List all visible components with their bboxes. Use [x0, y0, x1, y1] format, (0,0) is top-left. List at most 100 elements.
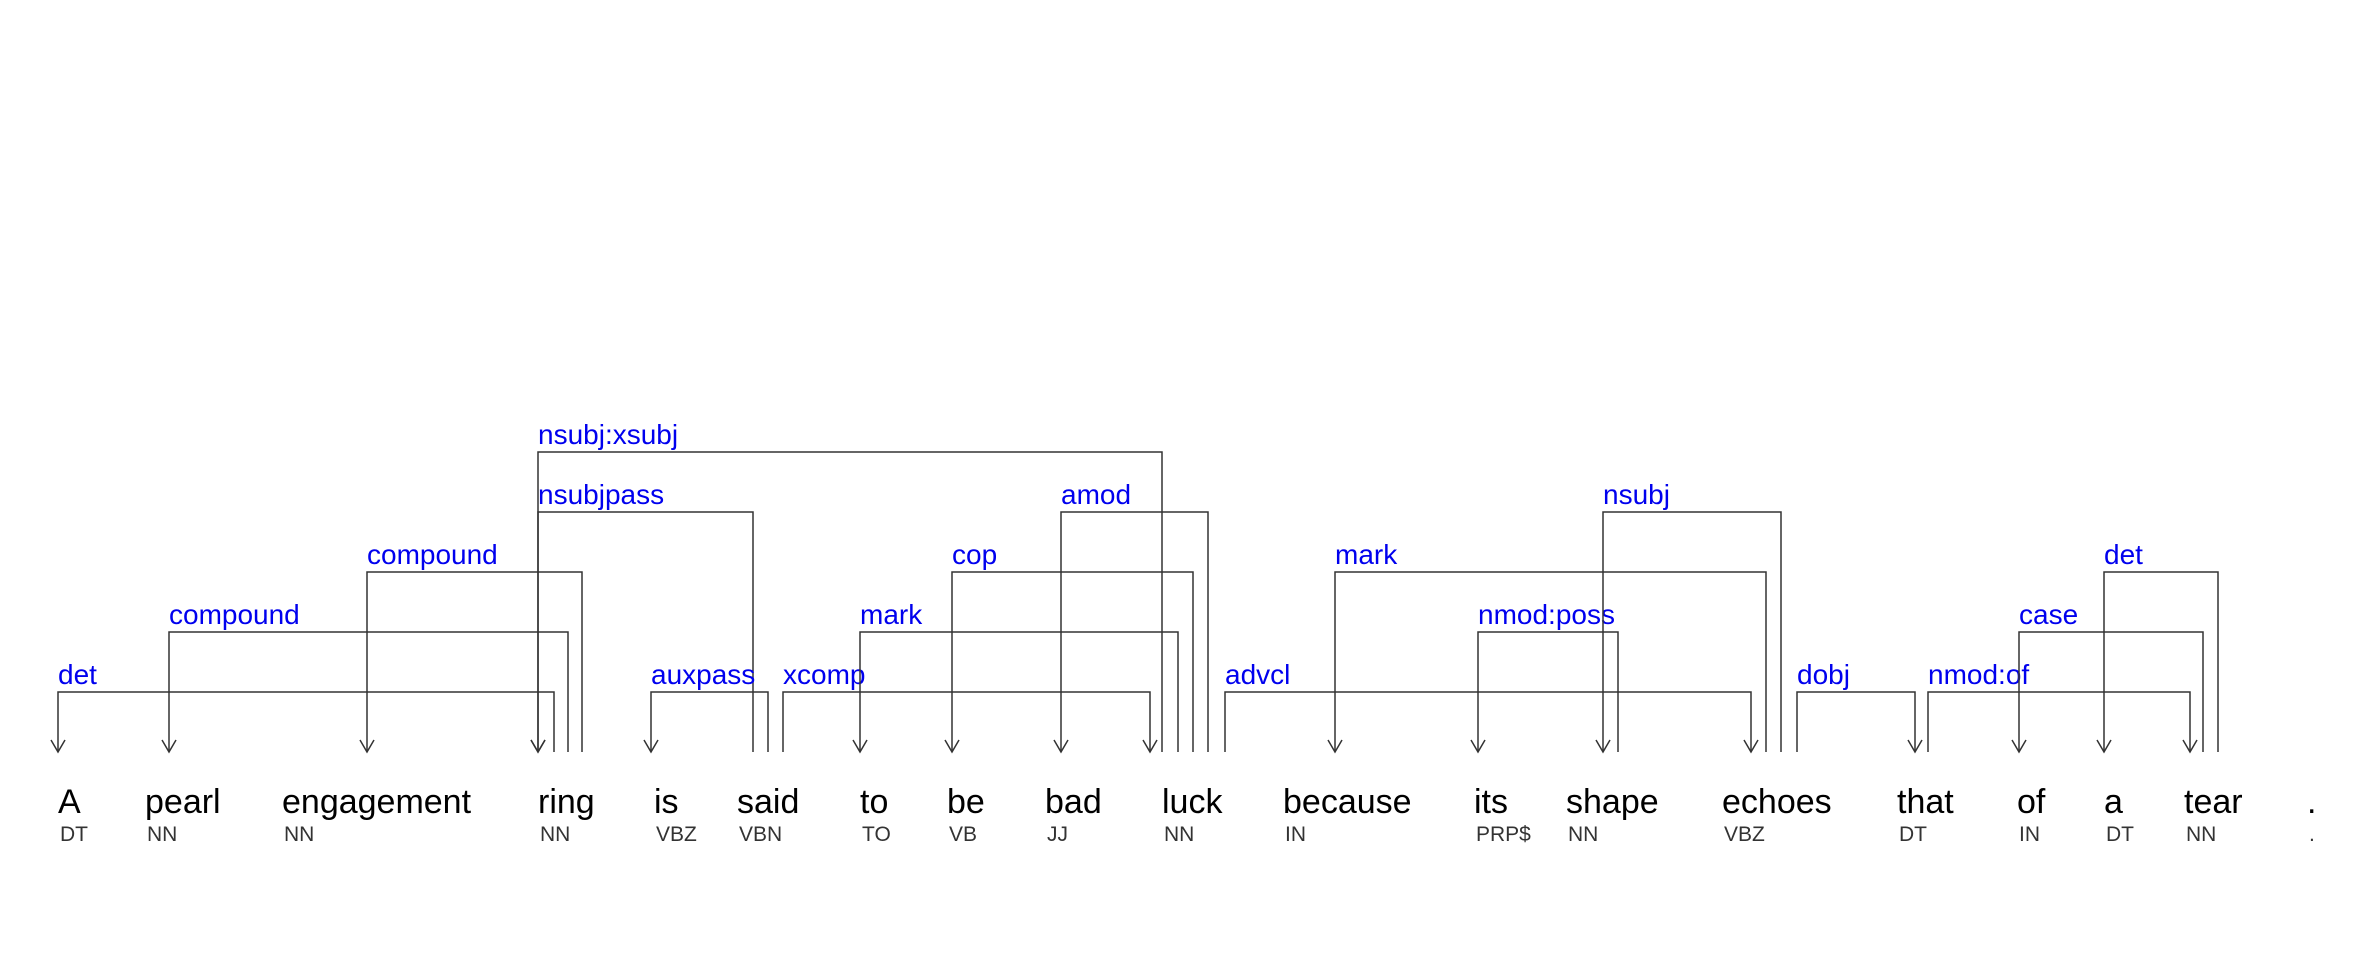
token-pos-tag: VBZ [656, 823, 697, 846]
arc-line [537, 511, 754, 752]
token-word: shape [1566, 783, 1659, 821]
tokens-layer: ADTpearlNNengagementNNringNNisVBZsaidVBN… [58, 783, 2316, 846]
arc-arrowhead [161, 739, 177, 754]
arc-xcomp: xcomp [782, 659, 1158, 754]
token-pos-tag: DT [2106, 823, 2134, 846]
arc-arrowhead [2011, 739, 2027, 754]
arc-label: auxpass [651, 659, 755, 690]
arc-nmod-of: nmod:of [1927, 659, 2198, 754]
arc-compound: compound [161, 599, 569, 754]
arc-arrowhead [1907, 739, 1923, 754]
token-pos-tag: . [2309, 823, 2315, 846]
arc-auxpass: auxpass [643, 659, 769, 754]
arc-label: amod [1061, 479, 1131, 510]
token-pos-tag: TO [862, 823, 891, 846]
token-pos-tag: NN [147, 823, 177, 846]
token-word: bad [1045, 783, 1102, 821]
arc-label: det [58, 659, 97, 690]
arc-label: nsubj [1603, 479, 1670, 510]
token-word: . [2307, 783, 2316, 821]
arc-line [859, 631, 1179, 752]
arc-nmod-poss: nmod:poss [1470, 599, 1619, 754]
arc-arrowhead [1142, 739, 1158, 754]
token-pos-tag: IN [1285, 823, 1306, 846]
token-pos-tag: NN [1164, 823, 1194, 846]
arc-label: mark [860, 599, 923, 630]
token-word: its [1474, 783, 1508, 821]
arc-label: compound [169, 599, 300, 630]
arc-nsubj-xsubj: nsubj:xsubj [530, 419, 1163, 754]
token-word: because [1283, 783, 1412, 821]
arc-cop: cop [944, 539, 1194, 754]
token-word: engagement [282, 783, 472, 821]
arc-arrowhead [1053, 739, 1069, 754]
token-pos-tag: JJ [1047, 823, 1068, 846]
arc-label: cop [952, 539, 997, 570]
arc-line [168, 631, 569, 752]
arc-label: xcomp [783, 659, 865, 690]
token-pos-tag: IN [2019, 823, 2040, 846]
arc-line [1477, 631, 1619, 752]
arc-line [366, 571, 583, 752]
token-word: tear [2184, 783, 2243, 821]
arc-label: compound [367, 539, 498, 570]
token-pos-tag: NN [2186, 823, 2216, 846]
arc-compound: compound [359, 539, 583, 754]
arc-amod: amod [1053, 479, 1209, 754]
arc-arrowhead [852, 739, 868, 754]
arc-nsubjpass: nsubjpass [530, 479, 754, 754]
token-pos-tag: DT [1899, 823, 1927, 846]
arc-arrowhead [1470, 739, 1486, 754]
arc-arrowhead [359, 739, 375, 754]
token-word: that [1897, 783, 1954, 821]
arc-label: nsubjpass [538, 479, 664, 510]
token-word: to [860, 783, 888, 821]
token-pos-tag: NN [540, 823, 570, 846]
arc-arrowhead [643, 739, 659, 754]
arc-arrowhead [530, 739, 546, 754]
arcs-layer: det compound compound nsubjpass nsubj:xsubj a… [50, 419, 2219, 754]
arc-line [1927, 691, 2191, 752]
arc-line [2018, 631, 2204, 752]
token-18: .. [2307, 783, 2316, 846]
arc-arrowhead [50, 739, 66, 754]
arc-label: nmod:of [1928, 659, 2029, 690]
arc-mark: mark [852, 599, 1179, 754]
arc-advcl: advcl [1224, 659, 1759, 754]
token-word: luck [1162, 783, 1223, 821]
arc-line [1796, 691, 1916, 752]
arc-line [650, 691, 769, 752]
token-word: ring [538, 783, 595, 821]
token-pos-tag: VBZ [1724, 823, 1765, 846]
arc-line [1060, 511, 1209, 752]
token-word: echoes [1722, 783, 1832, 821]
arc-case: case [2011, 599, 2204, 754]
arc-label: det [2104, 539, 2143, 570]
token-pos-tag: VBN [739, 823, 782, 846]
token-pos-tag: PRP$ [1476, 823, 1531, 846]
arc-mark: mark [1327, 539, 1767, 754]
token-pos-tag: VB [949, 823, 977, 846]
arc-dobj: dobj [1796, 659, 1923, 754]
token-word: said [737, 783, 799, 821]
arc-arrowhead [1595, 739, 1611, 754]
arc-line [782, 691, 1151, 752]
arc-line [1334, 571, 1767, 752]
arc-nsubj: nsubj [1595, 479, 1782, 754]
